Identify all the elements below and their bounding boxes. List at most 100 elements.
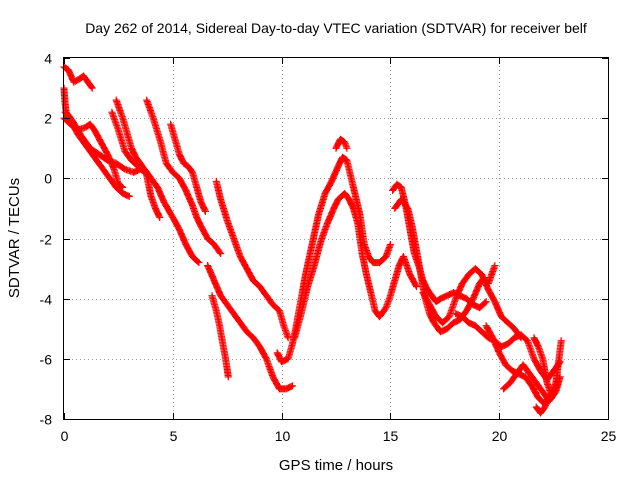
data-point-cluster [524,337,537,361]
data-point-cluster [469,281,483,303]
data-point-cluster [367,289,379,313]
data-point-cluster [506,371,520,387]
data-point-cluster [404,204,416,229]
x-tick-label: 25 [601,428,617,444]
x-tick-label: 10 [275,428,291,444]
data-point-cluster [526,370,539,386]
data-point-cluster [243,328,256,341]
x-axis-label: GPS time / hours [279,457,393,474]
data-point-cluster [112,96,126,121]
y-tick-label: -6 [40,352,53,368]
data-point-cluster [504,335,517,348]
data-point-cluster [363,271,374,295]
data-point-cluster [504,319,517,332]
data-point-cluster [262,355,276,379]
data-point-cluster [243,265,257,283]
data-point-cluster [297,284,311,318]
data-marks [60,63,565,417]
data-point-cluster [430,319,443,334]
data-point-cluster [61,108,76,124]
y-tick-label: -8 [40,412,53,428]
data-point-cluster [537,404,548,417]
data-point-cluster [376,305,389,321]
data-point-cluster [397,195,411,211]
data-point-cluster [204,235,217,247]
data-point-cluster [432,295,443,306]
data-point-cluster [471,265,485,278]
data-point-cluster [555,338,565,363]
y-tick-label: 4 [44,51,52,67]
data-point-cluster [484,286,498,304]
series-track-22 [530,334,565,399]
data-point-cluster [302,242,316,279]
data-point-cluster [463,296,476,315]
data-point [119,183,127,191]
data-point-cluster [112,159,128,172]
data-point-cluster [528,382,542,401]
data-point-cluster [336,135,348,145]
data-point-cluster [217,292,230,307]
data-point-cluster [93,156,106,172]
series-track-7 [143,96,225,258]
data-point-cluster [291,311,305,342]
data-point-cluster [413,247,425,277]
data-point-cluster [188,253,202,266]
data-point-cluster [310,239,324,270]
data-point-cluster [339,153,350,163]
x-tick-label: 20 [492,428,508,444]
data-point [88,84,96,92]
data-point-cluster [121,147,134,163]
data-point [201,207,209,215]
data-point-cluster [95,150,110,163]
data-point-cluster [500,380,513,393]
data-point-cluster [128,156,141,169]
data-point-cluster [119,114,131,136]
data-point-cluster [182,241,196,259]
series-track-13 [291,189,421,342]
data-point-cluster [443,320,456,333]
data-point-cluster [149,114,163,142]
data-point-cluster [256,283,269,298]
series-track-5 [112,96,164,221]
data-point-cluster [458,313,472,326]
data-point-cluster [210,241,224,256]
data-point-cluster [393,180,404,191]
data-point [545,391,553,399]
data-point-cluster [84,78,95,91]
data-point-cluster [216,322,227,346]
data-point-cluster [169,168,182,181]
data-point-cluster [249,277,263,290]
series-track-6 [108,108,203,267]
data-point-cluster [530,334,542,349]
data-point-cluster [386,278,398,300]
y-axis-label: SDTVAR / TECUs [6,178,23,298]
data-point-cluster [86,144,102,157]
data-point-cluster [489,334,503,355]
data-point [224,373,232,381]
data-point-cluster [236,319,250,334]
data-point-cluster [471,322,485,335]
data-point [343,144,351,152]
data-point-cluster [160,198,176,220]
data-point-cluster [112,183,126,196]
data-point-cluster [106,174,119,190]
series-track-16 [391,195,488,336]
series-track-1 [60,63,96,92]
series-track-18 [484,262,499,288]
data-point-cluster [143,96,157,121]
y-tick-label: 0 [44,171,52,187]
data-point-cluster [197,198,209,214]
data-point-cluster [419,289,433,307]
data-point-cluster [230,235,244,259]
data-point-cluster [169,213,183,232]
data-point-cluster [352,192,364,217]
data-point-cluster [304,263,318,291]
data-point-cluster [175,174,189,193]
data-point-cluster [114,180,126,191]
data-point-cluster [269,373,283,392]
data-point-cluster [188,168,200,190]
data-point-cluster [452,281,466,303]
data-point-cluster [97,138,111,157]
data-point-cluster [141,165,154,181]
